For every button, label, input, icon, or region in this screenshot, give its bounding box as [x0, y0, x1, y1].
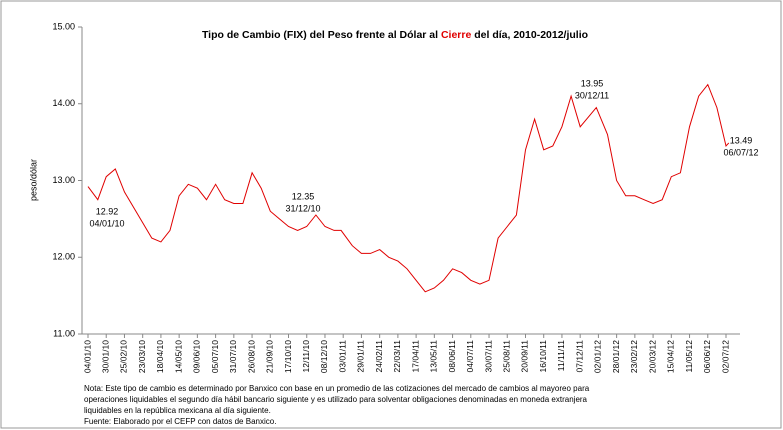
x-tick-label: 21/09/10 [265, 340, 275, 373]
y-tick-label: 13.00 [52, 175, 75, 185]
x-tick-label: 14/05/10 [173, 340, 183, 373]
x-tick-label: 18/04/10 [155, 340, 165, 373]
annotation-date: 31/12/10 [285, 203, 320, 213]
x-tick-label: 23/02/12 [629, 340, 639, 373]
title-part: Cierre [441, 29, 472, 41]
x-tick-label: 02/07/12 [720, 340, 730, 373]
x-tick-label: 20/03/12 [647, 340, 657, 373]
series-line [87, 83, 730, 293]
x-tick-label: 17/10/10 [283, 340, 293, 373]
x-tick-label: 06/06/12 [702, 340, 712, 373]
x-tick-label: 17/04/11 [410, 340, 420, 373]
x-tick-label: 29/01/11 [356, 340, 366, 373]
title-part: Tipo de Cambio (FIX) del Peso frente al … [202, 29, 441, 41]
chart-title: Tipo de Cambio (FIX) del Peso frente al … [202, 29, 588, 41]
x-tick-label: 07/12/11 [574, 340, 584, 373]
x-tick-label: 24/02/11 [374, 340, 384, 373]
x-tick-label: 28/01/12 [611, 340, 621, 373]
x-tick-label: 16/10/11 [538, 340, 548, 373]
x-tick-label: 08/06/11 [447, 340, 457, 373]
x-tick-label: 09/06/10 [192, 340, 202, 373]
x-tick-label: 02/01/12 [593, 340, 603, 373]
annotation-date: 06/07/12 [723, 147, 758, 157]
x-tick-label: 04/01/10 [82, 340, 92, 373]
x-tick-label: 04/07/11 [465, 340, 475, 373]
annotation-value: 13.49 [730, 135, 753, 145]
title-part: del día, 2010-2012/julio [471, 29, 588, 41]
x-tick-label: 30/01/10 [100, 340, 110, 373]
annotation-value: 12.35 [292, 191, 315, 201]
x-tick-label: 26/08/10 [246, 340, 256, 373]
annotation-date: 04/01/10 [89, 218, 124, 228]
x-tick-label: 30/07/11 [483, 340, 493, 373]
x-tick-label: 03/01/11 [337, 340, 347, 373]
x-tick-label: 25/02/10 [119, 340, 129, 373]
y-tick-label: 15.00 [52, 21, 75, 31]
annotation-value: 13.95 [581, 78, 604, 88]
x-tick-label: 23/03/10 [137, 340, 147, 373]
x-tick-label: 25/08/11 [502, 340, 512, 373]
note: operaciones liquidables el segundo día h… [84, 395, 588, 404]
note: liquidables en la república mexicana al … [84, 406, 271, 415]
y-tick-label: 14.00 [52, 98, 75, 108]
x-tick-label: 31/07/10 [228, 340, 238, 373]
x-tick-label: 08/12/10 [319, 340, 329, 373]
note: Fuente: Elaborado por el CEFP con datos … [84, 417, 276, 426]
note: Nota: Este tipo de cambio es determinado… [84, 384, 590, 393]
x-tick-label: 15/04/12 [666, 340, 676, 373]
x-tick-label: 20/09/11 [520, 340, 530, 373]
x-tick-label: 11/11/11 [556, 340, 566, 371]
x-tick-label: 05/07/10 [210, 340, 220, 373]
x-tick-label: 11/05/12 [684, 340, 694, 373]
x-tick-label: 13/05/11 [429, 340, 439, 373]
y-tick-label: 11.00 [53, 328, 75, 338]
y-axis-label: peso/dólar [28, 159, 38, 201]
x-tick-label: 12/11/10 [301, 340, 311, 373]
annotation-value: 12.92 [96, 206, 119, 216]
x-tick-label: 22/03/11 [392, 340, 402, 373]
y-tick-label: 12.00 [52, 252, 75, 262]
annotation-date: 30/12/11 [575, 90, 609, 100]
